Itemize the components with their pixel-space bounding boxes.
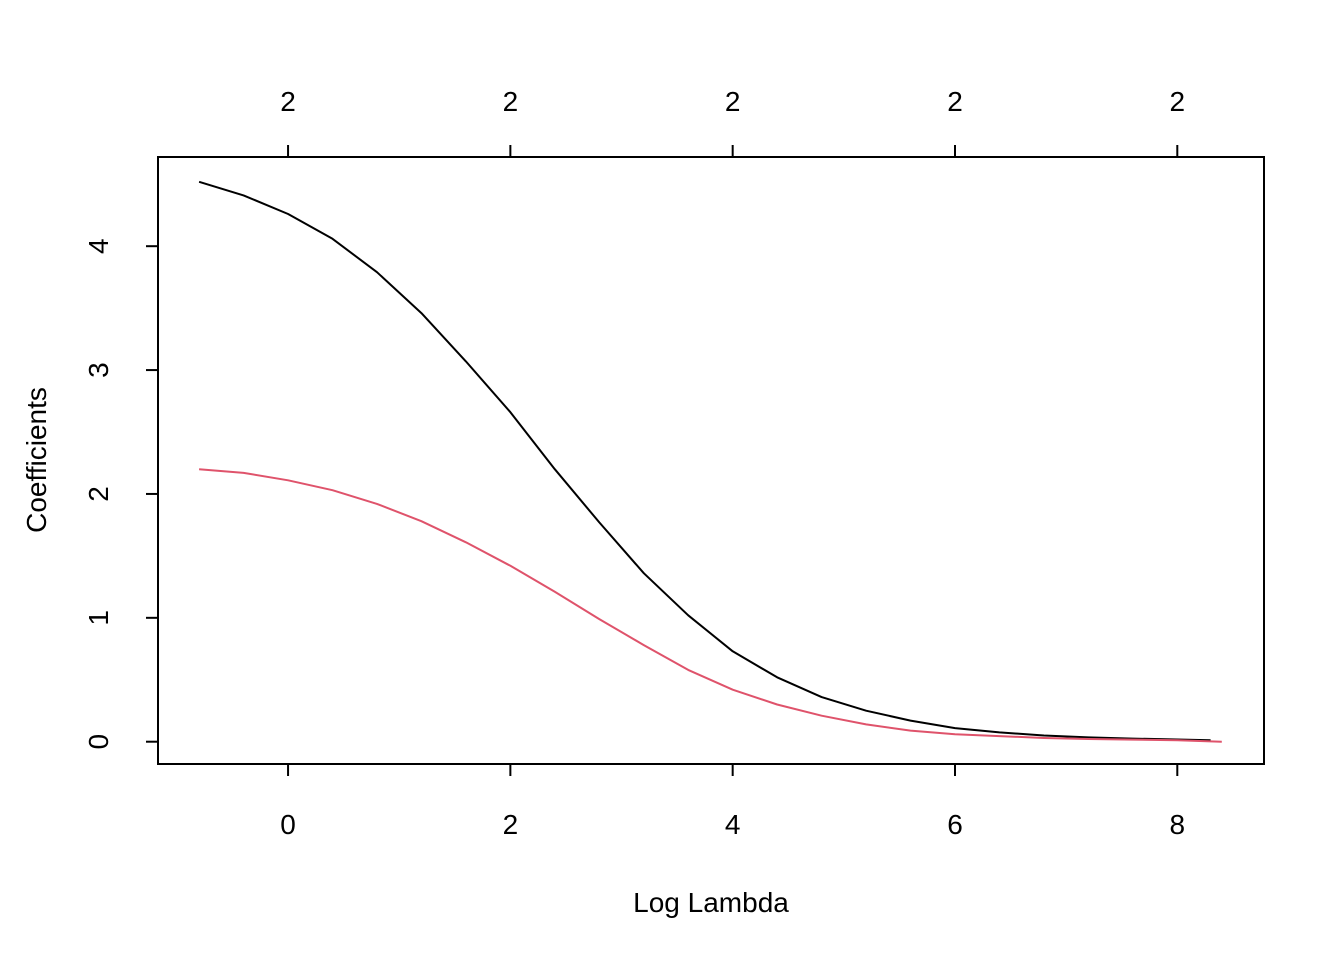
series-line-2	[199, 468, 1222, 743]
y-tick-label: 4	[83, 238, 114, 254]
top-tick-label: 2	[947, 86, 963, 117]
x-tick-label: 6	[947, 809, 963, 840]
series-layer	[198, 180, 1222, 743]
y-tick-label: 2	[83, 486, 114, 502]
y-tick-label: 0	[83, 734, 114, 750]
plot-frame	[157, 156, 1265, 765]
y-axis-title: Coefficients	[21, 387, 52, 533]
x-tick-label: 4	[725, 809, 741, 840]
top-tick-label: 2	[725, 86, 741, 117]
x-tick-label: 0	[280, 809, 296, 840]
x-tick-label: 8	[1170, 809, 1186, 840]
x-tick-label: 2	[503, 809, 519, 840]
x-axis-title: Log Lambda	[633, 887, 789, 918]
top-axis: 2 2 2 2 2	[280, 86, 1186, 158]
left-axis: 0 1 2 3 4	[83, 238, 159, 750]
top-tick-label: 2	[280, 86, 296, 117]
top-tick-label: 2	[503, 86, 519, 117]
y-tick-label: 1	[83, 610, 114, 626]
top-tick-label: 2	[1170, 86, 1186, 117]
bottom-axis: 0 2 4 6 8	[280, 763, 1186, 840]
y-tick-label: 3	[83, 362, 114, 378]
series-line-1	[198, 180, 1211, 742]
